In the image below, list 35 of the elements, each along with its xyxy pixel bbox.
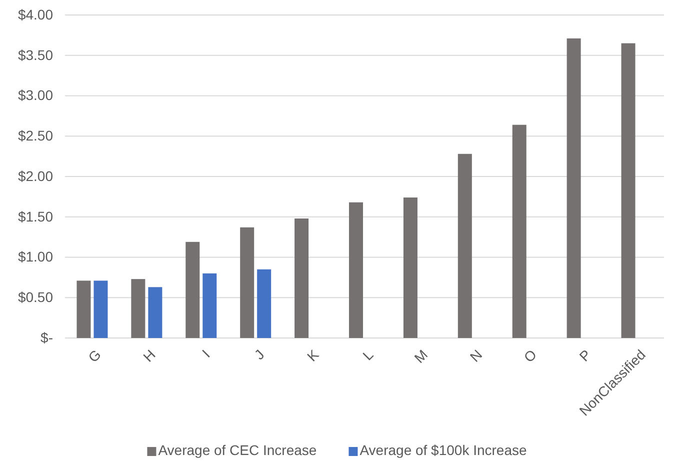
x-tick-label: N	[466, 346, 486, 365]
bar	[148, 287, 162, 338]
bar	[240, 227, 254, 338]
y-tick-label: $4.00	[18, 6, 54, 22]
y-tick-label: $1.00	[18, 248, 54, 265]
bar	[566, 38, 581, 338]
y-tick-label: $3.50	[18, 46, 54, 63]
x-tick-label: G	[84, 346, 104, 366]
x-tick-label: M	[411, 346, 431, 366]
bar	[202, 273, 217, 338]
y-tick-label: $1.50	[18, 208, 54, 224]
x-tick-label: K	[304, 346, 322, 364]
y-tick-label: $0.50	[18, 289, 54, 306]
y-tick-label: $2.00	[18, 168, 54, 184]
bar	[458, 154, 472, 338]
bar	[621, 43, 636, 338]
x-tick-label: J	[251, 346, 268, 363]
bar	[257, 269, 272, 338]
legend-label: Average of CEC Increase	[158, 442, 317, 458]
bar	[76, 280, 91, 338]
x-tick-label: O	[520, 346, 540, 366]
legend-label: Average of $100k Increase	[360, 442, 527, 458]
bar	[349, 202, 363, 338]
bar	[512, 124, 526, 338]
y-tick-label: $3.00	[18, 87, 54, 104]
bar	[294, 218, 309, 338]
x-tick-label: L	[359, 346, 376, 364]
bar	[186, 242, 200, 338]
bar	[131, 279, 146, 338]
y-tick-label: $2.50	[18, 128, 54, 144]
x-tick-label: I	[198, 346, 213, 360]
x-tick-label: H	[140, 346, 158, 365]
bar	[403, 197, 418, 338]
y-tick-label: $-	[40, 329, 54, 346]
bar	[94, 280, 108, 338]
